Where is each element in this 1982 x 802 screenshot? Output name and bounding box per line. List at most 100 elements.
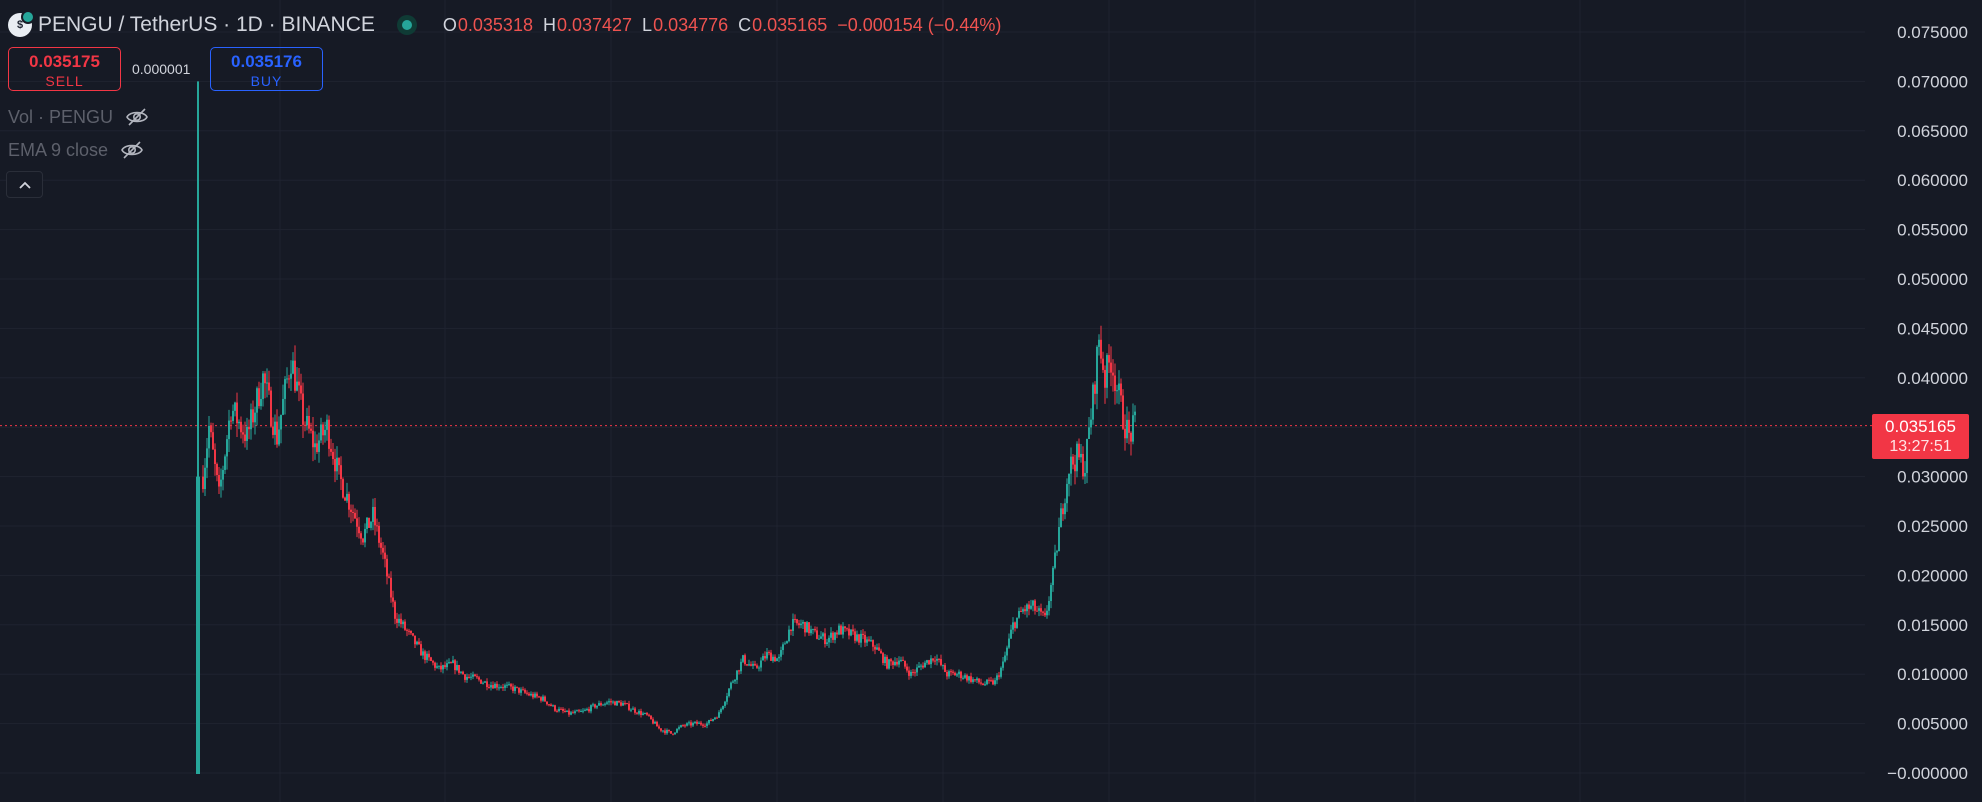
candle-body [1114,375,1116,391]
candle-body [344,497,346,501]
candle-body [314,443,316,448]
candle-body [922,665,924,668]
candle-body [574,711,576,713]
candle-body [436,666,438,668]
candle-body [946,671,948,677]
candle-body [396,618,398,623]
candle-body [342,479,344,498]
symbol-title[interactable]: PENGU / TetherUS · 1D · BINANCE [38,13,375,36]
candle-body [478,677,480,680]
candle-body [408,630,410,632]
candle-body [332,451,334,460]
candle-body [1088,427,1090,440]
candle-body [774,656,776,662]
candle-body [882,653,884,664]
candle-body [1006,647,1008,656]
candle-body [894,661,896,666]
candle-body [218,475,220,487]
candle-body [838,625,840,635]
candle-body [402,621,404,625]
candle-body [240,421,242,433]
candle-body [748,664,750,666]
candle-body [736,670,738,680]
candle-body [852,629,854,632]
y-axis-tick-label: 0.055000 [1897,221,1968,240]
eye-off-icon[interactable] [120,138,144,162]
candle-body [294,360,296,391]
candle-body [896,661,898,665]
candle-body [1132,415,1134,442]
candle-body [204,467,206,490]
indicator-volume[interactable]: Vol · PENGU [8,105,149,129]
candle-body [650,715,652,720]
candle-body [1032,600,1034,606]
candle-body [242,432,244,435]
candle-body [688,722,690,724]
candle-body [784,643,786,645]
candle-body [652,719,654,724]
candle-body [488,687,490,689]
candle-body [916,667,918,673]
candle-body [312,430,314,448]
candle-body [498,687,500,689]
candle-body [1024,609,1026,612]
candle-body [670,731,672,734]
candle-body [798,623,800,626]
candle-body [836,632,838,635]
candle-body [406,629,408,631]
y-axis-tick-label: 0.030000 [1897,468,1968,487]
candle-body [446,663,448,668]
candle-body [308,415,310,429]
candle-body [822,633,824,637]
candle-body [832,632,834,640]
candle-body [684,725,686,727]
candle-body [490,685,492,688]
candle-body [654,721,656,724]
candle-body [914,672,916,674]
candle-body [448,662,450,664]
indicator-ema[interactable]: EMA 9 close [8,138,144,162]
candle-body [908,670,910,676]
y-axis-tick-label: 0.050000 [1897,270,1968,289]
candle-body [1090,419,1092,428]
candle-body [772,656,774,661]
candle-body [588,709,590,712]
candle-body [368,517,370,528]
candle-body [552,705,554,707]
buy-button[interactable]: 0.035176 BUY [210,47,323,91]
candle-body [996,675,998,681]
candle-body [1106,355,1108,388]
indicator-volume-label: Vol · PENGU [8,106,114,127]
candle-body [1100,339,1102,359]
candle-body [920,665,922,667]
y-axis-tick-label: 0.010000 [1897,665,1968,684]
candle-body [966,675,968,681]
candle-body [482,682,484,684]
candle-body [646,712,648,715]
candle-body [738,670,740,672]
candle-body [1058,527,1060,552]
candle-body [430,657,432,661]
candle-body [816,630,818,639]
collapse-legend-button[interactable] [6,171,43,198]
candle-body [1094,384,1096,394]
candle-body [290,373,292,379]
candle-body [968,676,970,681]
candle-body [714,717,716,720]
candle-body [398,618,400,623]
y-axis-tick-label: 0.015000 [1897,616,1968,635]
candle-body [756,665,758,668]
candle-body [510,684,512,687]
candle-body [734,679,736,682]
candle-body [234,402,236,411]
market-status-icon[interactable] [396,15,417,35]
eye-off-icon[interactable] [125,105,149,129]
candle-body [1060,508,1062,528]
candle-body [780,650,782,657]
candle-body [808,622,810,634]
candle-body [776,658,778,662]
candle-body [322,424,324,436]
sell-button[interactable]: 0.035175 SELL [8,47,121,91]
